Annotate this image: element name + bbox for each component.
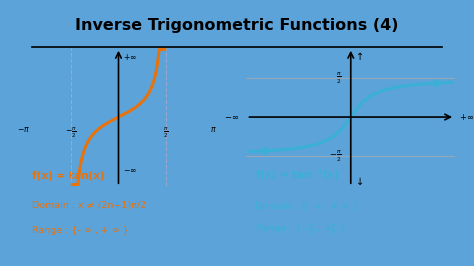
Text: Inverse Trigonometric Functions (4): Inverse Trigonometric Functions (4) <box>75 18 399 33</box>
Text: f(x) = tan$^{-1}$(x): f(x) = tan$^{-1}$(x) <box>255 168 339 183</box>
Text: $+\infty$: $+\infty$ <box>123 52 137 63</box>
Text: $\downarrow$: $\downarrow$ <box>354 176 365 187</box>
Text: Range : {$-\frac{\pi}{2}$ , $+\frac{\pi}{2}$ }: Range : {$-\frac{\pi}{2}$ , $+\frac{\pi}… <box>255 222 346 239</box>
Text: Domain : x ≠ (2n+1)π/2: Domain : x ≠ (2n+1)π/2 <box>32 201 146 210</box>
Text: $\frac{\pi}{2}$: $\frac{\pi}{2}$ <box>337 70 342 85</box>
Text: $\uparrow$: $\uparrow$ <box>354 50 365 62</box>
Text: $-\frac{\pi}{2}$: $-\frac{\pi}{2}$ <box>65 125 77 139</box>
Text: $\pi$: $\pi$ <box>210 125 217 134</box>
Text: f(x) = tan(x): f(x) = tan(x) <box>32 171 105 181</box>
Text: $-\infty$: $-\infty$ <box>225 113 239 122</box>
Text: $-\infty$: $-\infty$ <box>123 167 137 176</box>
Text: $-\pi$: $-\pi$ <box>17 125 30 134</box>
Text: $\frac{\pi}{2}$: $\frac{\pi}{2}$ <box>163 125 169 139</box>
Text: Domain : {- ∞ , + ∞ }: Domain : {- ∞ , + ∞ } <box>255 201 358 210</box>
Text: $+\infty$: $+\infty$ <box>458 112 474 122</box>
Text: $-\frac{\pi}{2}$: $-\frac{\pi}{2}$ <box>329 149 342 164</box>
Text: Range : {- ∞ , + ∞ }: Range : {- ∞ , + ∞ } <box>32 226 128 235</box>
